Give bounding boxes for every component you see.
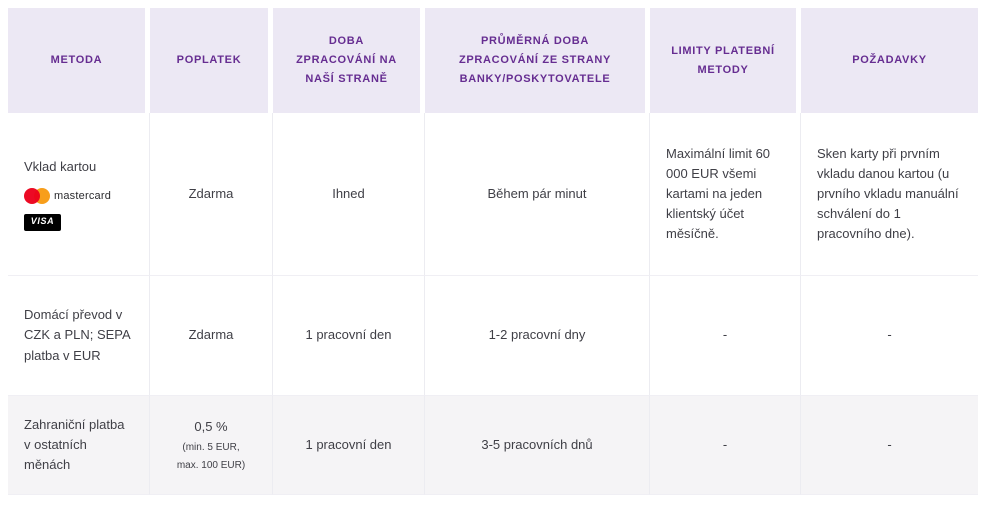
method-cell: Zahraniční platba v ostatních měnách [8,395,150,495]
table-row-card-deposit: Vklad kartou mastercard VISA Zdarma Ihne… [8,113,978,275]
column-header-processing-external: PRŮMĚRNÁ DOBA ZPRACOVÁNÍ ZE STRANY BANKY… [425,8,650,113]
limits-cell: - [650,395,801,495]
processing-external-cell: 3-5 pracovních dnů [425,395,650,495]
limits-value: - [722,436,728,452]
method-name: Zahraniční platba v ostatních měnách [24,416,125,473]
processing-external-cell: Během pár minut [425,113,650,275]
column-header-processing-internal: DOBA ZPRACOVÁNÍ NA NAŠÍ STRANĚ [273,8,425,113]
processing-internal-cell: 1 pracovní den [273,395,425,495]
processing-external-cell: 1-2 pracovní dny [425,275,650,395]
visa-logo: VISA [24,213,61,231]
table-header-row: METODA POPLATEK DOBA ZPRACOVÁNÍ NA NAŠÍ … [8,8,978,113]
table-row-domestic-transfer: Domácí převod v CZK a PLN; SEPA platba v… [8,275,978,395]
processing-internal-value: Ihned [332,185,365,201]
mastercard-logo: mastercard [24,188,111,205]
limits-value: Maximální limit 60 000 EUR všemi kartami… [666,145,771,242]
processing-internal-value: 1 pracovní den [305,327,392,343]
mastercard-red-circle-icon [24,188,40,205]
fee-value: 0,5 % [194,418,228,434]
method-cell: Vklad kartou mastercard VISA [8,113,150,275]
fee-value: Zdarma [188,327,234,343]
payment-methods-table: METODA POPLATEK DOBA ZPRACOVÁNÍ NA NAŠÍ … [8,8,978,495]
fee-cell: 0,5 % (min. 5 EUR, max. 100 EUR) [150,395,273,495]
column-header-label: LIMITY PLATEBNÍ METODY [671,44,775,76]
fee-note-line2: max. 100 EUR) [176,460,246,472]
requirements-cell: - [801,395,978,495]
requirements-value: - [887,436,892,452]
requirements-value: - [887,327,892,343]
column-header-label: PRŮMĚRNÁ DOBA ZPRACOVÁNÍ ZE STRANY BANKY… [458,35,612,85]
table-row-foreign-payment: Zahraniční platba v ostatních měnách 0,5… [8,395,978,495]
method-name: Vklad kartou [24,159,97,175]
column-header-label: POŽADAVKY [852,54,927,67]
column-header-method: METODA [8,8,150,113]
processing-external-value: Během pár minut [487,185,587,201]
column-header-label: DOBA ZPRACOVÁNÍ NA NAŠÍ STRANĚ [296,35,397,85]
requirements-cell: Sken karty při prvním vkladu danou karto… [801,113,978,275]
fee-value: Zdarma [188,185,234,201]
fee-cell: Zdarma [150,113,273,275]
column-header-label: POPLATEK [176,54,242,67]
processing-external-value: 3-5 pracovních dnů [481,436,593,452]
column-header-fee: POPLATEK [150,8,273,113]
visa-wordmark: VISA [30,216,55,227]
column-header-requirements: POŽADAVKY [801,8,978,113]
method-name: Domácí převod v CZK a PLN; SEPA platba v… [24,307,130,363]
fee-note-line1: (min. 5 EUR, [182,442,240,454]
limits-cell: - [650,275,801,395]
processing-external-value: 1-2 pracovní dny [488,327,586,343]
limits-cell: Maximální limit 60 000 EUR všemi kartami… [650,113,801,275]
processing-internal-value: 1 pracovní den [305,436,392,452]
mastercard-wordmark: mastercard [54,189,112,202]
requirements-value: Sken karty při prvním vkladu danou karto… [817,145,959,242]
column-header-label: METODA [50,54,103,67]
mastercard-circles-icon [24,188,50,205]
limits-value: - [722,327,728,343]
requirements-cell: - [801,275,978,395]
processing-internal-cell: 1 pracovní den [273,275,425,395]
method-cell: Domácí převod v CZK a PLN; SEPA platba v… [8,275,150,395]
fee-cell: Zdarma [150,275,273,395]
column-header-limits: LIMITY PLATEBNÍ METODY [650,8,801,113]
processing-internal-cell: Ihned [273,113,425,275]
